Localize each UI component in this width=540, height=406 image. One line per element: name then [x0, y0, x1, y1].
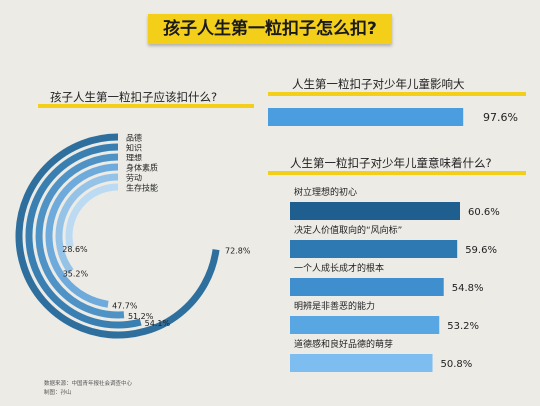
meaning-bar-4	[290, 354, 433, 372]
meaning-chart-title: 人生第一粒扣子对少年儿童意味着什么?	[290, 156, 492, 170]
radial-bar-3	[45, 163, 119, 308]
radial-value-label-0: 72.8%	[225, 247, 251, 256]
meaning-value-label-0: 60.6%	[468, 207, 500, 218]
radial-bar-1	[25, 143, 142, 329]
radial-title-underline	[38, 104, 254, 108]
meaning-value-label-4: 50.8%	[441, 359, 473, 370]
radial-bar-4	[55, 173, 119, 274]
radial-category-label-3: 身体素质	[126, 163, 158, 173]
meaning-category-label-0: 树立理想的初心	[294, 186, 357, 198]
meaning-bar-3	[290, 316, 440, 334]
meaning-bar-1	[290, 240, 458, 258]
meaning-value-label-2: 54.8%	[452, 283, 484, 294]
radial-category-label-4: 劳动	[126, 173, 142, 183]
radial-value-label-3: 47.7%	[112, 301, 138, 310]
radial-bar-0	[15, 133, 220, 339]
meaning-value-label-3: 53.2%	[447, 321, 479, 332]
meaning-category-label-4: 道德感和良好品德的萌芽	[294, 338, 393, 350]
impact-chart-title: 人生第一粒扣子对少年儿童影响大	[292, 77, 465, 91]
impact-bar	[268, 108, 464, 126]
meaning-category-label-2: 一个人成长成才的根本	[294, 262, 384, 274]
meaning-bar-2	[290, 278, 444, 296]
impact-title-underline	[268, 92, 526, 96]
radial-category-label-2: 理想	[126, 153, 142, 163]
radial-category-label-5: 生存技能	[126, 183, 158, 193]
impact-value-label: 97.6%	[483, 111, 518, 124]
page-title: 孩子人生第一粒扣子怎么扣?	[148, 14, 392, 44]
radial-category-label-0: 品德	[126, 133, 142, 143]
radial-chart-title: 孩子人生第一粒扣子应该扣什么?	[50, 90, 218, 104]
radial-value-label-5: 28.6%	[62, 245, 88, 254]
meaning-bar-0	[290, 202, 460, 220]
meaning-value-label-1: 59.6%	[465, 245, 497, 256]
meaning-category-label-1: 决定人价值取向的“风向标”	[294, 224, 402, 236]
radial-bar-2	[35, 153, 125, 319]
author-note: 制图：孙山	[44, 390, 72, 396]
radial-value-label-2: 51.2%	[128, 312, 154, 321]
radial-value-label-1: 54.1%	[145, 319, 171, 328]
radial-category-label-1: 知识	[126, 143, 142, 153]
radial-value-label-4: 35.2%	[63, 269, 89, 278]
meaning-category-label-3: 明辨是非善恶的能力	[294, 300, 375, 312]
radial-bar-5	[65, 183, 119, 248]
meaning-title-underline	[268, 171, 526, 175]
source-note: 数据来源：中国青年报社会调查中心	[44, 381, 133, 387]
